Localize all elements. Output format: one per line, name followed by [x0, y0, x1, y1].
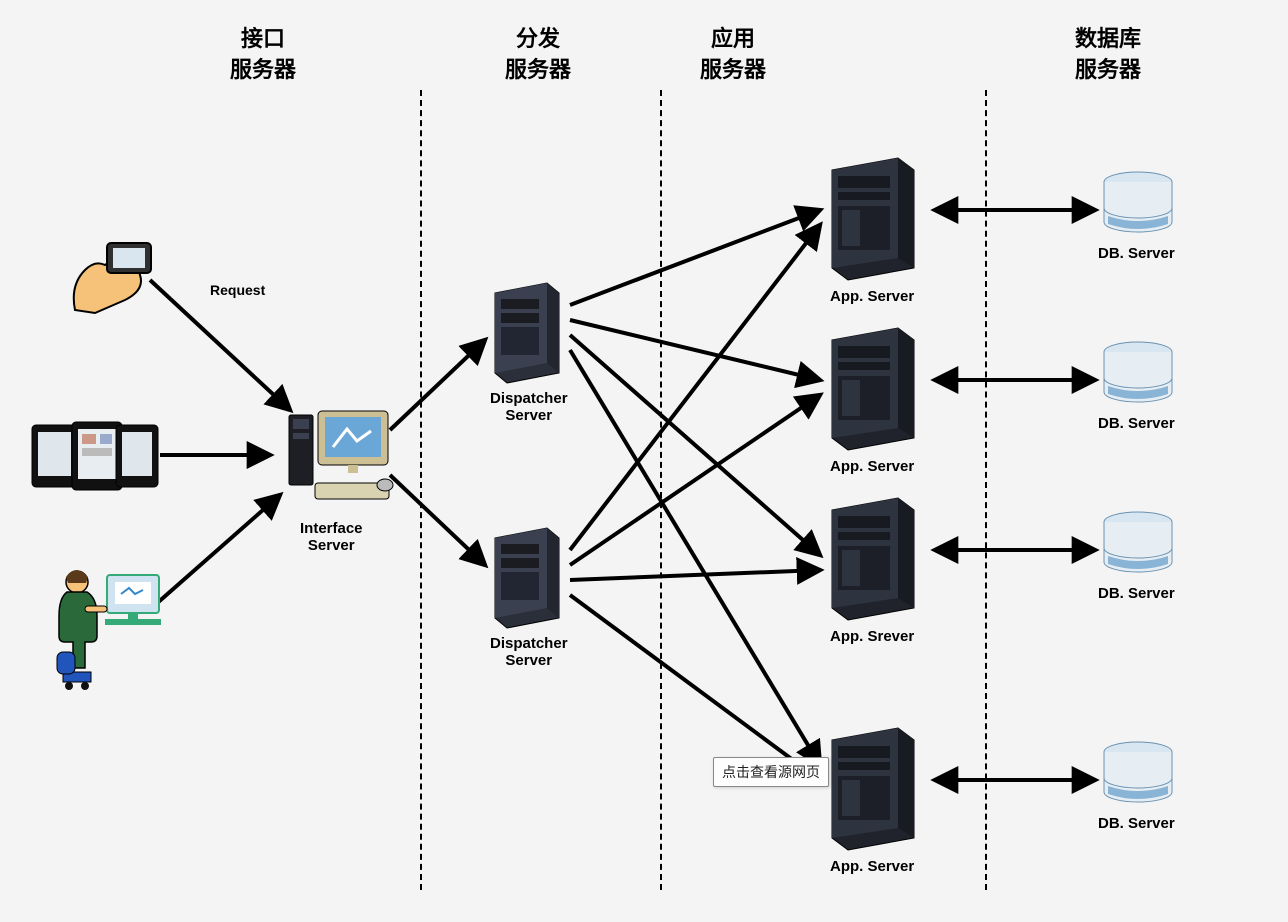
- app-server-4-icon: [820, 720, 925, 855]
- db-server-2-icon: [1098, 340, 1178, 410]
- dispatcher-server-2-label: Dispatcher Server: [490, 635, 568, 669]
- app-server-1-icon: [820, 150, 925, 285]
- dispatcher-server-1-icon: [487, 275, 567, 385]
- dispatcher-server-1-label: Dispatcher Server: [490, 390, 568, 424]
- db-server-3-label: DB. Server: [1098, 585, 1175, 602]
- app-server-3-icon: [820, 490, 925, 625]
- edges-layer: [0, 0, 1288, 922]
- app-server-2-icon: [820, 320, 925, 455]
- app-server-1-label: App. Server: [830, 288, 914, 305]
- db-server-2-label: DB. Server: [1098, 415, 1175, 432]
- diagram-canvas: 接口服务器 分发服务器 应用服务器 数据库服务器: [0, 0, 1288, 922]
- db-server-1-label: DB. Server: [1098, 245, 1175, 262]
- client-phone-icon: [65, 225, 165, 315]
- dispatcher-server-2-icon: [487, 520, 567, 630]
- app-server-4-label: App. Server: [830, 858, 914, 875]
- client-user-pc-icon: [45, 560, 165, 690]
- db-server-4-icon: [1098, 740, 1178, 810]
- request-label: Request: [210, 282, 265, 298]
- interface-server-label: Interface Server: [300, 520, 363, 554]
- source-tooltip[interactable]: 点击查看源网页: [713, 757, 829, 787]
- app-server-2-label: App. Server: [830, 458, 914, 475]
- db-server-1-icon: [1098, 170, 1178, 240]
- db-server-3-icon: [1098, 510, 1178, 580]
- client-tablets-icon: [30, 420, 160, 495]
- interface-server-icon: [285, 405, 395, 510]
- app-server-3-label: App. Srever: [830, 628, 914, 645]
- db-server-4-label: DB. Server: [1098, 815, 1175, 832]
